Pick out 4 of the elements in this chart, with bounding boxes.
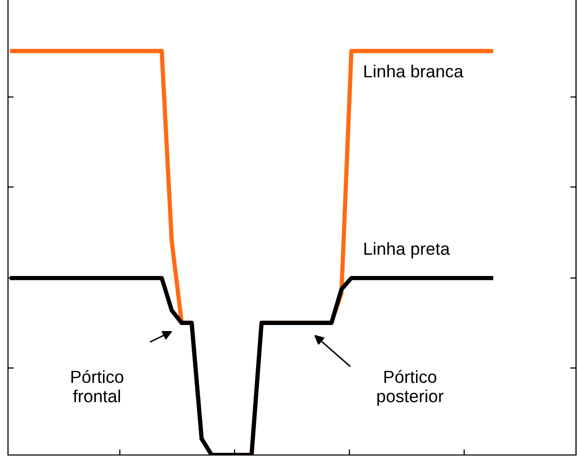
series-label: Linha branca bbox=[364, 64, 464, 78]
series-label: Linha preta bbox=[364, 242, 450, 258]
annotation: Pórtico posterior bbox=[377, 370, 444, 406]
annotation: Pórtico frontal bbox=[71, 370, 124, 402]
